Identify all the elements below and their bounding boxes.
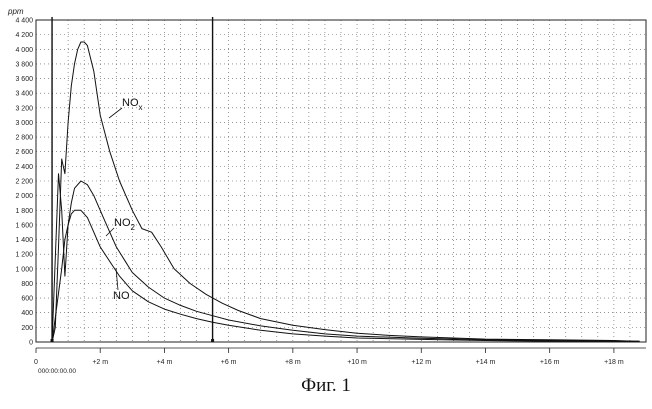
y-tick-label: 1 200 <box>15 252 33 259</box>
x-tick-label: +10 m <box>347 359 367 366</box>
x-tick-label: 0 <box>34 359 38 366</box>
y-tick-label: 3 600 <box>15 76 33 83</box>
y-tick-label: 3 800 <box>15 61 33 68</box>
x-tick-label: +2 m <box>92 359 108 366</box>
y-axis: 0 200 400 600 800 1 000 1 200 1 400 1 600 1 800 2 … <box>15 18 33 347</box>
y-tick-label: 200 <box>21 325 33 332</box>
y-tick-label: 4 200 <box>15 32 33 39</box>
series-lines <box>52 42 640 342</box>
y-tick-label: 1 000 <box>15 266 33 273</box>
y-tick-label: 2 400 <box>15 164 33 171</box>
time-markers <box>51 17 215 342</box>
series-label-no2: NO2 <box>114 217 136 232</box>
series-labels: NOx NO2 NO <box>106 97 143 302</box>
series-line-nox <box>52 42 640 342</box>
series-label-no: NO <box>113 290 130 302</box>
y-tick-label: 2 600 <box>15 149 33 156</box>
series-label-leader <box>109 108 122 118</box>
x-tick-label: +6 m <box>221 359 237 366</box>
series-label-nox: NOx <box>122 97 143 112</box>
y-tick-label: 3 400 <box>15 91 33 98</box>
series-label-leader <box>116 268 118 290</box>
y-tick-label: 2 200 <box>15 179 33 186</box>
x-tick-label: +12 m <box>411 359 431 366</box>
time-marker-handle <box>211 339 214 342</box>
figure-caption: Фиг. 1 <box>0 375 652 397</box>
x-axis: 0 +2 m +4 m +6 m +8 m +10 m +12 m +14 m +16 m +18… <box>34 348 624 375</box>
y-tick-label: 4 000 <box>15 47 33 54</box>
y-tick-label: 1 800 <box>15 208 33 215</box>
y-tick-label: 2 800 <box>15 135 33 142</box>
series-line-no <box>52 210 640 342</box>
y-tick-label: 3 200 <box>15 105 33 112</box>
x-tick-label: +14 m <box>476 359 496 366</box>
x-origin-label: 000:00:00.00 <box>38 368 76 375</box>
y-tick-label: 400 <box>21 310 33 317</box>
x-tick-label: +8 m <box>285 359 301 366</box>
y-tick-label: 800 <box>21 281 33 288</box>
y-tick-label: 0 <box>29 340 33 347</box>
y-tick-label: 600 <box>21 296 33 303</box>
y-tick-label: 1 600 <box>15 222 33 229</box>
y-tick-label: 3 000 <box>15 120 33 127</box>
x-tick-label: +16 m <box>540 359 560 366</box>
series-line-no2 <box>52 174 640 342</box>
y-axis-label: ppm <box>7 7 24 16</box>
y-tick-label: 1 400 <box>15 237 33 244</box>
x-tick-label: +18 m <box>604 359 624 366</box>
y-tick-label: 2 000 <box>15 193 33 200</box>
y-tick-label: 4 400 <box>15 18 33 25</box>
series-label-leader <box>106 228 114 236</box>
x-tick-label: +4 m <box>157 359 173 366</box>
